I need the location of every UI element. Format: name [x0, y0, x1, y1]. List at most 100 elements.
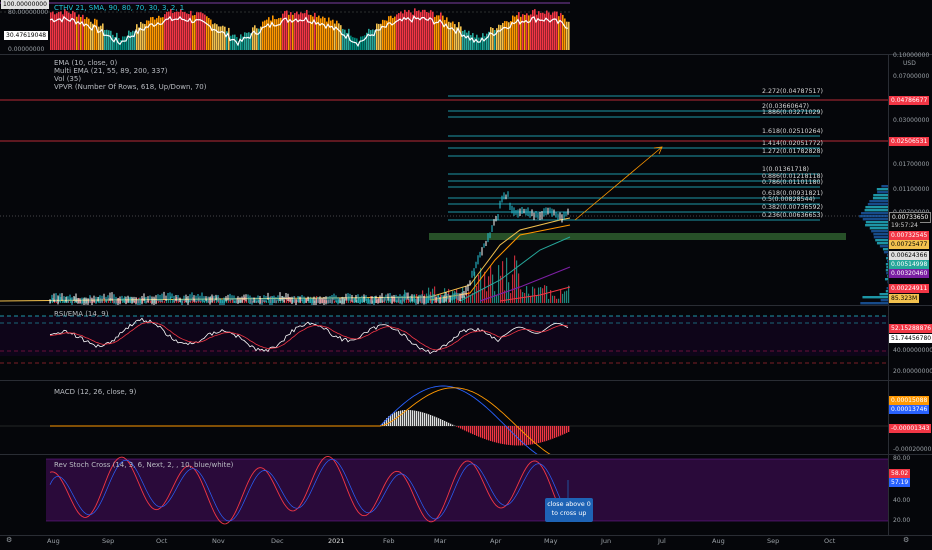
cthv-bar [188, 13, 190, 50]
macd-chart [0, 385, 888, 454]
volume-bar [154, 298, 156, 303]
annotation-bubble[interactable]: close above 0 to cross up [545, 498, 593, 522]
cthv-bar [220, 26, 222, 50]
volume-bar [542, 288, 544, 303]
cthv-bar [142, 23, 144, 50]
macd-axis[interactable] [888, 381, 932, 454]
vpvr-row [879, 293, 888, 296]
volume-bar [402, 296, 404, 303]
volume-bar [114, 300, 116, 303]
badge-red-mid: 0.02506531 [889, 137, 930, 146]
macd-title[interactable]: MACD (12, 26, close, 9) [54, 388, 137, 396]
volume-bar [122, 298, 124, 303]
vpvr-row [882, 248, 888, 251]
cthv-bar [554, 11, 556, 50]
legend-multi-ema[interactable]: Multi EMA (21, 55, 89, 200, 337) [54, 67, 168, 75]
volume-bar [406, 292, 408, 303]
volume-bar [286, 297, 288, 303]
volume-bar [382, 300, 384, 303]
fib-level-label: 0.236(0.00636653) [762, 212, 823, 219]
cthv-bar [406, 11, 408, 51]
main-price-pane[interactable] [0, 55, 932, 305]
macd-histogram-bar [476, 426, 478, 436]
volume-bar [556, 298, 558, 303]
volume-bar [446, 295, 448, 303]
cthv-bar [244, 32, 246, 50]
cthv-bar [402, 13, 404, 51]
price-tick-0.017: 0.01700000 [893, 161, 930, 168]
cthv-bar [68, 12, 70, 50]
cthv-bar [384, 20, 386, 50]
macd-histogram-bar [522, 426, 524, 446]
volume-bar [104, 298, 106, 303]
macd-histogram-bar [460, 426, 462, 429]
cthv-bar [478, 37, 480, 50]
cthv-bar [258, 28, 260, 50]
cthv-bar [542, 12, 544, 51]
rsi-value-2: 51.74456780 [889, 334, 932, 343]
settings-icon[interactable]: ⚙ [6, 536, 13, 544]
time-axis[interactable] [0, 536, 932, 550]
volume-bar [156, 300, 158, 303]
legend-vol[interactable]: Vol (35) [54, 75, 82, 83]
cthv-bar [282, 13, 284, 50]
time-tick: Feb [383, 537, 395, 545]
vpvr-row [886, 287, 888, 290]
cthv-bar [170, 9, 172, 50]
cthv-bar [76, 16, 78, 50]
macd-tick-min: -0.00020000 [893, 446, 932, 453]
volume-bar [504, 290, 506, 303]
cthv-bar [368, 28, 370, 50]
legend-vpvr[interactable]: VPVR (Number Of Rows, 618, Up/Down, 70) [54, 83, 207, 91]
cthv-bar [322, 16, 324, 50]
legend-ema[interactable]: EMA (10, close, 0) [54, 59, 118, 67]
volume-bar [270, 296, 272, 303]
vpvr-row [887, 275, 888, 278]
volume-bar [398, 297, 400, 303]
chart-options-icon[interactable]: ⚙ [903, 536, 910, 544]
volume-bar [554, 295, 556, 303]
cthv-bar [308, 14, 310, 50]
macd-histogram-bar [494, 426, 496, 443]
cthv-bar [108, 30, 110, 50]
cthv-bar [234, 34, 236, 50]
rsi-axis[interactable] [888, 306, 932, 380]
cthv-bar [222, 25, 224, 50]
stoch-title[interactable]: Rev Stoch Cross (14, 3, 6, Next, 2, , 10… [54, 461, 234, 469]
cthv-bar [144, 23, 146, 50]
volume-bar [306, 298, 308, 303]
volume-bar [296, 299, 298, 303]
cthv-bar [268, 17, 270, 51]
volume-bar [334, 300, 336, 303]
volume-bar [132, 298, 134, 303]
volume-bar [320, 299, 322, 303]
cthv-bar [500, 25, 502, 50]
vpvr-row [864, 209, 888, 212]
macd-histogram-bar [404, 410, 406, 426]
cthv-bar [506, 21, 508, 50]
cthv-bar [186, 13, 188, 50]
cthv-bar [482, 33, 484, 50]
cthv-bar [248, 32, 250, 50]
macd-pane[interactable] [0, 381, 932, 454]
rsi-title[interactable]: RSI/EMA (14, 9) [54, 310, 109, 318]
volume-bar [324, 299, 326, 303]
cthv-bar [152, 16, 154, 51]
cthv-bar [428, 12, 430, 51]
volume-bar [428, 287, 430, 303]
volume-bar [500, 275, 502, 303]
macd-histogram-bar [390, 414, 392, 426]
macd-histogram-bar [564, 426, 566, 434]
cthv-bar [180, 9, 182, 50]
volume-bar [294, 296, 296, 303]
volume-bar [322, 299, 324, 303]
cthv-bar [198, 12, 200, 51]
volume-bar [216, 296, 218, 303]
volume-bar [480, 267, 482, 303]
volume-bar [564, 291, 566, 303]
volume-bar [370, 296, 372, 303]
vpvr-row [865, 221, 888, 224]
cthv-bar [300, 12, 302, 50]
stoch-axis[interactable] [888, 455, 932, 535]
volume-bar [126, 300, 128, 303]
